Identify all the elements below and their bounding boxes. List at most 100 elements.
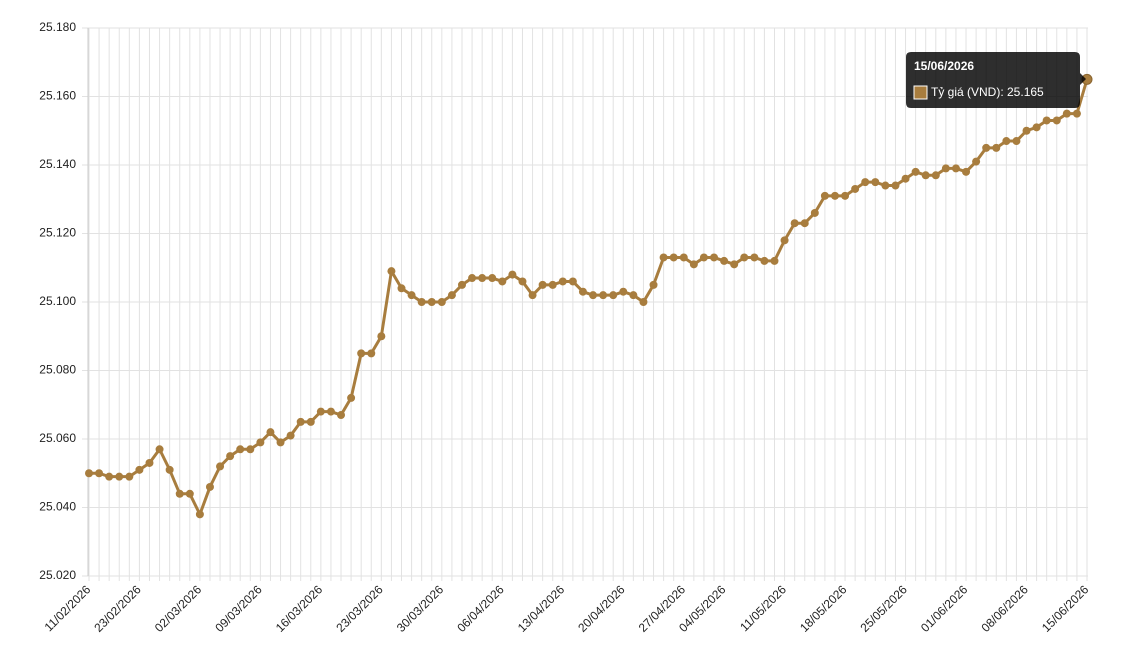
y-tick-label: 25.040 xyxy=(39,500,76,514)
y-tick-label: 25.020 xyxy=(39,568,76,582)
point xyxy=(921,171,930,180)
point xyxy=(669,253,678,262)
point xyxy=(972,157,981,166)
point xyxy=(810,208,819,217)
point xyxy=(951,164,960,173)
tooltip: 15/06/2026 Tỷ giá (VND): 25.165 xyxy=(906,52,1086,108)
point xyxy=(689,260,698,269)
x-tick-label: 01/06/2026 xyxy=(918,582,971,635)
point xyxy=(871,178,880,187)
point xyxy=(185,489,194,498)
point xyxy=(286,431,295,440)
point xyxy=(1042,116,1051,125)
x-tick-label: 11/02/2026 xyxy=(42,582,94,634)
x-tick-label: 25/05/2026 xyxy=(858,582,911,635)
y-tick-label: 25.180 xyxy=(39,20,76,34)
point xyxy=(175,489,184,498)
point xyxy=(528,291,537,300)
plot xyxy=(85,73,1093,519)
point xyxy=(720,256,729,265)
point xyxy=(548,280,557,289)
point xyxy=(790,219,799,228)
y-tick-label: 25.160 xyxy=(39,89,76,103)
point xyxy=(750,253,759,262)
point xyxy=(629,291,638,300)
point xyxy=(125,472,134,481)
point xyxy=(901,174,910,183)
point xyxy=(820,191,829,200)
point xyxy=(478,274,487,283)
point xyxy=(609,291,618,300)
tooltip-swatch xyxy=(913,85,928,100)
point xyxy=(1012,137,1021,146)
line xyxy=(89,78,1089,516)
point xyxy=(538,280,547,289)
point xyxy=(216,462,225,471)
point xyxy=(841,191,850,200)
point xyxy=(740,253,749,262)
point xyxy=(457,280,466,289)
point xyxy=(699,253,708,262)
x-tick-label: 09/03/2026 xyxy=(212,582,265,635)
point xyxy=(589,291,598,300)
point xyxy=(437,298,446,306)
tooltip-label: Tỷ giá (VND): 25.165 xyxy=(931,85,1044,99)
point xyxy=(337,411,346,420)
x-tick-label: 16/03/2026 xyxy=(273,582,326,635)
point xyxy=(962,167,971,176)
point xyxy=(135,465,144,474)
point xyxy=(558,277,567,286)
point xyxy=(710,253,719,262)
x-tick-label: 11/05/2026 xyxy=(737,582,789,634)
point xyxy=(205,482,214,491)
point xyxy=(266,428,275,437)
point xyxy=(488,274,497,283)
point xyxy=(941,164,950,173)
point xyxy=(256,438,265,447)
point xyxy=(145,458,154,467)
x-tick-label: 20/04/2026 xyxy=(575,582,628,635)
point xyxy=(1002,137,1011,146)
point xyxy=(115,472,124,481)
point xyxy=(760,256,769,265)
point xyxy=(639,298,648,306)
x-tick-label: 06/04/2026 xyxy=(454,582,507,635)
point xyxy=(619,287,628,296)
point xyxy=(1052,116,1061,125)
point xyxy=(246,445,255,454)
point xyxy=(881,181,890,190)
point xyxy=(447,291,456,300)
point xyxy=(397,284,406,293)
point xyxy=(468,274,477,283)
y-tick-label: 25.080 xyxy=(39,363,76,377)
point xyxy=(155,445,164,454)
point xyxy=(226,452,235,461)
point xyxy=(326,407,335,416)
point xyxy=(982,143,991,152)
point xyxy=(1022,126,1031,135)
point xyxy=(296,417,305,426)
point xyxy=(891,181,900,190)
point xyxy=(599,291,608,300)
point xyxy=(992,143,1001,152)
point xyxy=(800,219,809,228)
point xyxy=(931,171,940,180)
x-tick-label: 08/06/2026 xyxy=(979,582,1032,635)
point xyxy=(1032,123,1041,132)
tooltip-box xyxy=(906,52,1086,108)
x-tick-label: 30/03/2026 xyxy=(394,582,447,635)
point xyxy=(568,277,577,286)
point xyxy=(367,349,376,358)
x-tick-label: 23/03/2026 xyxy=(333,582,386,635)
point xyxy=(276,438,285,447)
point xyxy=(347,393,356,402)
point xyxy=(518,277,527,286)
point xyxy=(498,277,507,286)
point xyxy=(861,178,870,187)
point xyxy=(357,349,366,358)
point xyxy=(730,260,739,269)
point xyxy=(387,267,396,276)
x-tick-label: 02/03/2026 xyxy=(152,582,205,635)
